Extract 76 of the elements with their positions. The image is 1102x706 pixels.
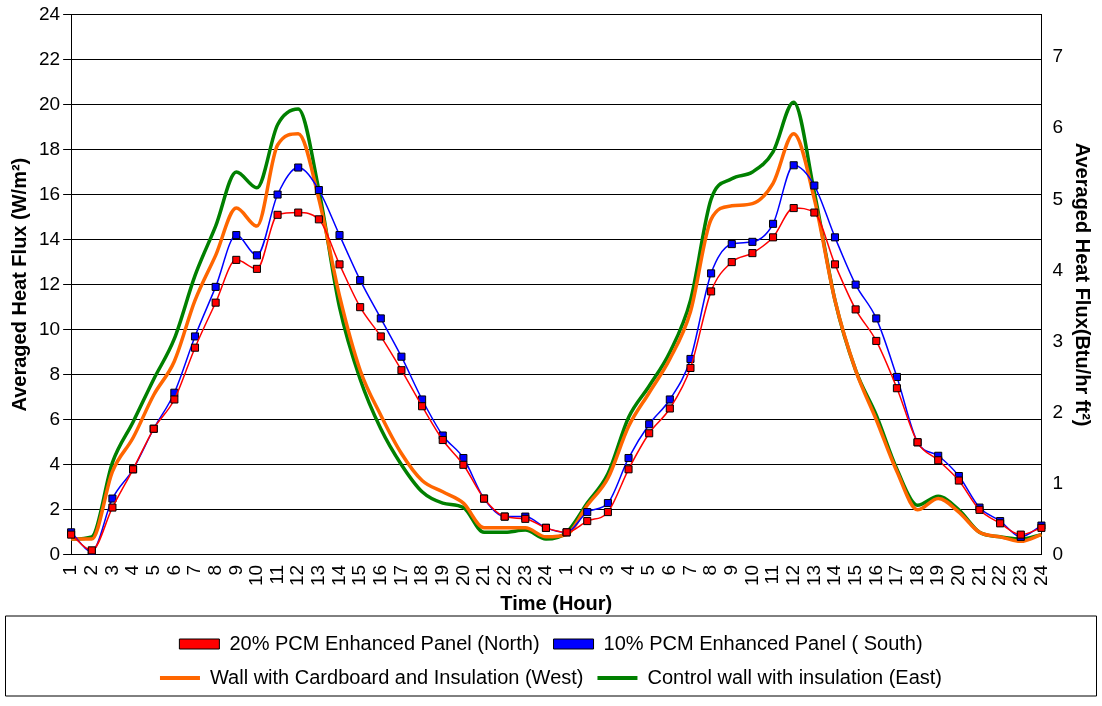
x-tick-label: 20 bbox=[947, 564, 969, 587]
y-tick-label: 18 bbox=[38, 137, 61, 159]
x-tick-label: 23 bbox=[1009, 564, 1031, 587]
y-tick-label: 16 bbox=[38, 182, 61, 204]
y-tick-label: 2 bbox=[49, 498, 61, 520]
x-tick-label: 19 bbox=[926, 564, 948, 587]
y-tick-label: 14 bbox=[38, 227, 61, 249]
y-tick-label: 4 bbox=[49, 453, 61, 475]
x-tick-label: 18 bbox=[410, 564, 432, 587]
y-tick-label: 8 bbox=[49, 362, 61, 384]
x-tick-label: 15 bbox=[348, 564, 370, 587]
x-tick-label: 17 bbox=[389, 564, 411, 587]
y2-tick-label: 5 bbox=[1052, 187, 1064, 209]
x-tick-label: 23 bbox=[513, 564, 535, 587]
y2-tick-label: 6 bbox=[1052, 116, 1064, 138]
y-tick-label: 22 bbox=[38, 47, 61, 69]
x-tick-label: 7 bbox=[183, 564, 205, 576]
x-tick-label: 13 bbox=[802, 564, 824, 587]
x-tick-label: 16 bbox=[369, 564, 391, 587]
x-tick-label: 22 bbox=[492, 564, 514, 587]
x-tick-label: 20 bbox=[451, 564, 473, 587]
x-tick-label: 9 bbox=[224, 564, 246, 576]
legend-label: 10% PCM Enhanced Panel ( South) bbox=[603, 631, 923, 654]
x-tick-label: 10 bbox=[245, 564, 267, 587]
x-tick-label: 21 bbox=[967, 564, 989, 587]
y-axis-title: Averaged Heat Flux (W/m²) bbox=[7, 157, 30, 412]
x-tick-label: 16 bbox=[864, 564, 886, 587]
x-tick-label: 4 bbox=[616, 564, 638, 576]
x-tick-label: 5 bbox=[141, 564, 163, 576]
y-tick-label: 24 bbox=[38, 2, 61, 24]
y2-axis-title: Averaged Heat Flux(Btu/hr ft²) bbox=[1072, 142, 1095, 427]
x-tick-label: 6 bbox=[658, 564, 680, 576]
x-tick-label: 14 bbox=[327, 564, 349, 587]
x-tick-label: 24 bbox=[534, 564, 556, 587]
x-tick-label: 11 bbox=[761, 564, 783, 585]
x-tick-label: 3 bbox=[596, 564, 618, 576]
x-tick-label: 3 bbox=[100, 564, 122, 576]
x-tick-label: 21 bbox=[472, 564, 494, 587]
x-tick-label: 13 bbox=[307, 564, 329, 587]
x-tick-label: 4 bbox=[121, 564, 143, 576]
y-tick-label: 6 bbox=[49, 407, 61, 429]
y-tick-label: 10 bbox=[38, 317, 61, 339]
x-tick-label: 15 bbox=[843, 564, 865, 587]
x-tick-label: 2 bbox=[80, 564, 102, 576]
x-tick-label: 17 bbox=[885, 564, 907, 587]
legend-label: 20% PCM Enhanced Panel (North) bbox=[229, 631, 540, 654]
x-tick-label: 11 bbox=[265, 564, 287, 585]
x-tick-label: 1 bbox=[59, 564, 81, 576]
x-tick-label: 6 bbox=[162, 564, 184, 576]
x-tick-label: 8 bbox=[203, 564, 225, 576]
x-tick-label: 8 bbox=[699, 564, 721, 576]
y2-tick-label: 7 bbox=[1052, 45, 1064, 67]
x-tick-label: 12 bbox=[286, 564, 308, 587]
x-tick-label: 19 bbox=[430, 564, 452, 587]
y2-tick-label: 3 bbox=[1052, 329, 1064, 351]
y-tick-label: 0 bbox=[49, 543, 61, 565]
y2-tick-label: 4 bbox=[1052, 258, 1064, 280]
x-tick-label: 12 bbox=[781, 564, 803, 587]
x-tick-label: 2 bbox=[575, 564, 597, 576]
y-tick-label: 20 bbox=[38, 92, 61, 114]
x-tick-label: 9 bbox=[720, 564, 741, 576]
legend-label: Control wall with insulation (East) bbox=[647, 665, 943, 688]
x-tick-label: 14 bbox=[823, 564, 845, 587]
x-tick-label: 18 bbox=[905, 564, 927, 587]
y2-tick-label: 1 bbox=[1052, 471, 1064, 493]
x-tick-label: 10 bbox=[740, 564, 762, 587]
x-tick-label: 5 bbox=[637, 564, 659, 576]
y2-tick-label: 0 bbox=[1052, 543, 1064, 565]
x-axis-title: Time (Hour) bbox=[500, 591, 613, 614]
x-tick-label: 24 bbox=[1029, 564, 1051, 587]
y2-tick-label: 2 bbox=[1052, 400, 1064, 422]
x-tick-label: 22 bbox=[988, 564, 1010, 587]
x-tick-label: 7 bbox=[678, 564, 700, 576]
legend-label: Wall with Cardboard and Insulation (West) bbox=[209, 665, 584, 688]
x-tick-label: 1 bbox=[554, 564, 576, 576]
y-tick-label: 12 bbox=[38, 272, 61, 294]
